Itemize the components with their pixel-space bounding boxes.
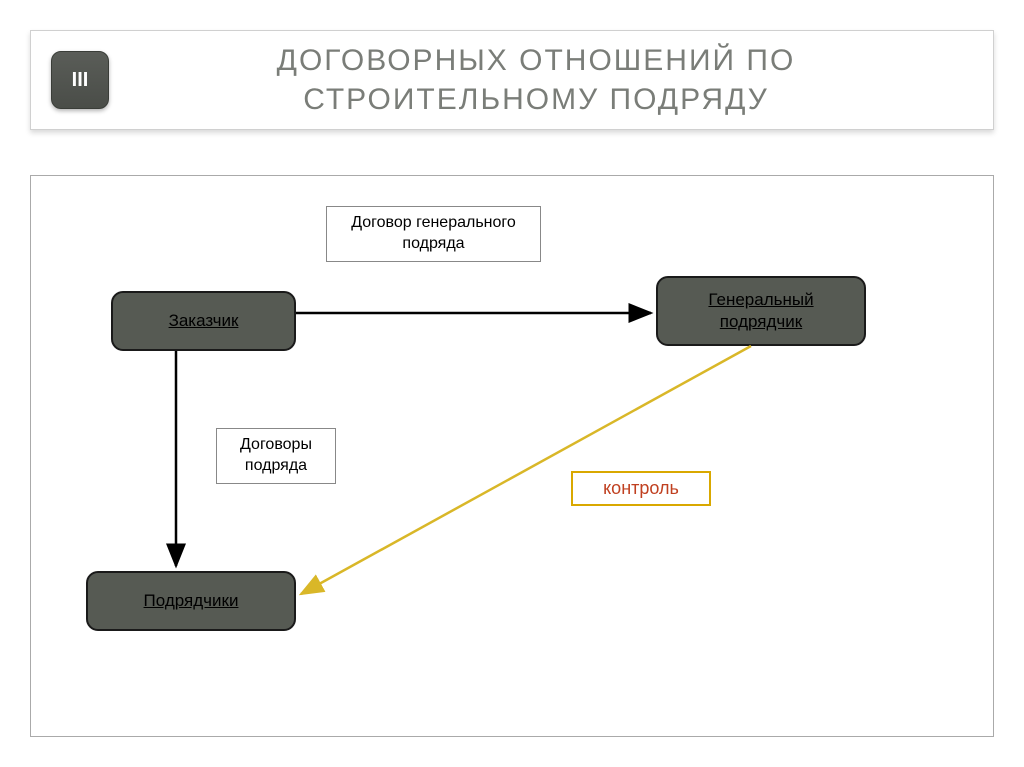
- section-badge: III: [51, 51, 109, 109]
- diagram-area: Договор генерального подряда Договоры по…: [30, 175, 994, 737]
- label-subcontract-text: Договоры подряда: [240, 436, 312, 474]
- label-general-contract-text: Договор генерального подряда: [351, 214, 516, 252]
- label-general-contract: Договор генерального подряда: [326, 206, 541, 262]
- node-contractors-text: Подрядчики: [144, 590, 239, 612]
- node-customer: Заказчик: [111, 291, 296, 351]
- node-general-contractor-text: Генеральный подрядчик: [668, 289, 854, 333]
- label-control: контроль: [571, 471, 711, 506]
- label-control-text: контроль: [603, 478, 679, 498]
- node-general-contractor: Генеральный подрядчик: [656, 276, 866, 346]
- node-contractors: Подрядчики: [86, 571, 296, 631]
- node-customer-text: Заказчик: [169, 310, 239, 332]
- page-title: ДОГОВОРНЫХ ОТНОШЕНИЙ ПО СТРОИТЕЛЬНОМУ ПО…: [139, 41, 993, 119]
- arrow-general-to-contractors: [301, 346, 751, 594]
- title-line2: СТРОИТЕЛЬНОМУ ПОДРЯДУ: [303, 83, 769, 116]
- header-bar: III ДОГОВОРНЫХ ОТНОШЕНИЙ ПО СТРОИТЕЛЬНОМ…: [30, 30, 994, 130]
- title-line1: ДОГОВОРНЫХ ОТНОШЕНИЙ ПО: [277, 44, 796, 77]
- label-subcontract: Договоры подряда: [216, 428, 336, 484]
